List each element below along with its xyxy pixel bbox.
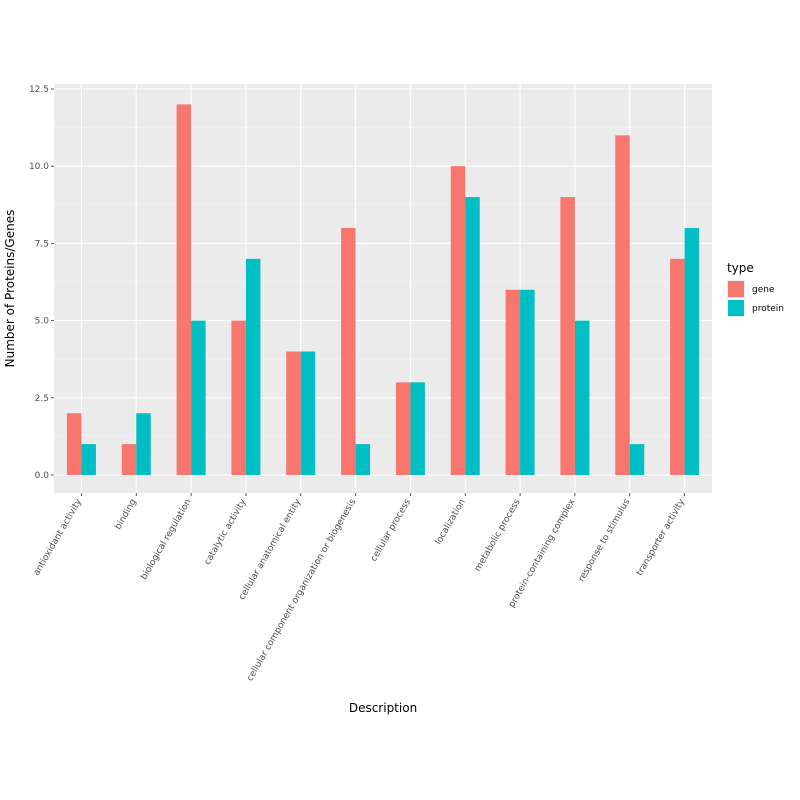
bar-protein <box>465 197 480 475</box>
plot-panel <box>54 84 712 493</box>
bars <box>66 104 700 475</box>
bar-gene <box>615 135 630 475</box>
bar-gene <box>341 227 356 475</box>
x-tick-label: cellular anatomical entity <box>237 497 303 602</box>
legend-title: type <box>727 261 754 275</box>
bar-protein <box>300 351 316 475</box>
bar-gene <box>395 382 411 475</box>
bar-protein <box>136 413 151 475</box>
x-tick-label: protein-containing complex <box>507 497 578 610</box>
x-tick-label: transporter activity <box>635 497 687 578</box>
bar-gene <box>231 320 246 475</box>
x-axis-title: Description <box>349 701 417 715</box>
bar-gene <box>560 197 575 475</box>
legend: type gene protein <box>727 261 784 317</box>
y-axis-title: Number of Proteins/Genes <box>3 210 17 368</box>
y-tick-label: 5.0 <box>35 317 50 327</box>
bar-protein <box>574 320 590 475</box>
y-tick-label: 10.0 <box>29 162 49 172</box>
legend-swatch-protein <box>728 300 744 316</box>
bar-gene <box>670 258 685 475</box>
bar-gene <box>505 289 521 475</box>
y-tick-label: 0.0 <box>35 471 50 481</box>
y-tick-label: 2.5 <box>35 394 49 404</box>
x-tick-label: antioxidant activity <box>32 497 84 578</box>
y-tick-label: 7.5 <box>35 239 49 249</box>
bar-gene <box>121 444 137 475</box>
bar-protein <box>355 444 371 475</box>
bar-protein <box>684 227 700 475</box>
x-tick-label: binding <box>113 498 138 532</box>
bar-protein <box>191 320 206 475</box>
bar-gene <box>450 166 466 475</box>
legend-swatch-gene <box>728 281 744 297</box>
bar-protein <box>629 444 645 475</box>
bar-gene <box>66 413 82 475</box>
x-tick-label: metabolic process <box>473 497 523 573</box>
x-tick-label: biological regulation <box>139 498 193 582</box>
bar-gene <box>286 351 301 475</box>
bar-gene <box>176 104 192 475</box>
x-tick-label: cellular component organization or bioge… <box>245 497 358 683</box>
legend-label-gene: gene <box>752 285 775 295</box>
bar-protein <box>245 258 261 475</box>
y-axis: 0.0 2.5 5.0 7.5 10.0 12.5 <box>29 85 54 481</box>
bar-protein <box>410 382 425 475</box>
x-tick-label: cellular process <box>369 497 413 563</box>
bar-protein <box>81 444 96 475</box>
x-tick-label: response to stimulus <box>577 497 633 583</box>
bar-protein <box>520 289 535 475</box>
x-tick-label: localization <box>434 498 468 547</box>
x-axis: antioxidant activity binding biological re… <box>32 493 688 683</box>
legend-label-protein: protein <box>752 304 784 314</box>
y-tick-label: 12.5 <box>29 85 49 95</box>
x-tick-label: catalytic activity <box>203 497 249 567</box>
